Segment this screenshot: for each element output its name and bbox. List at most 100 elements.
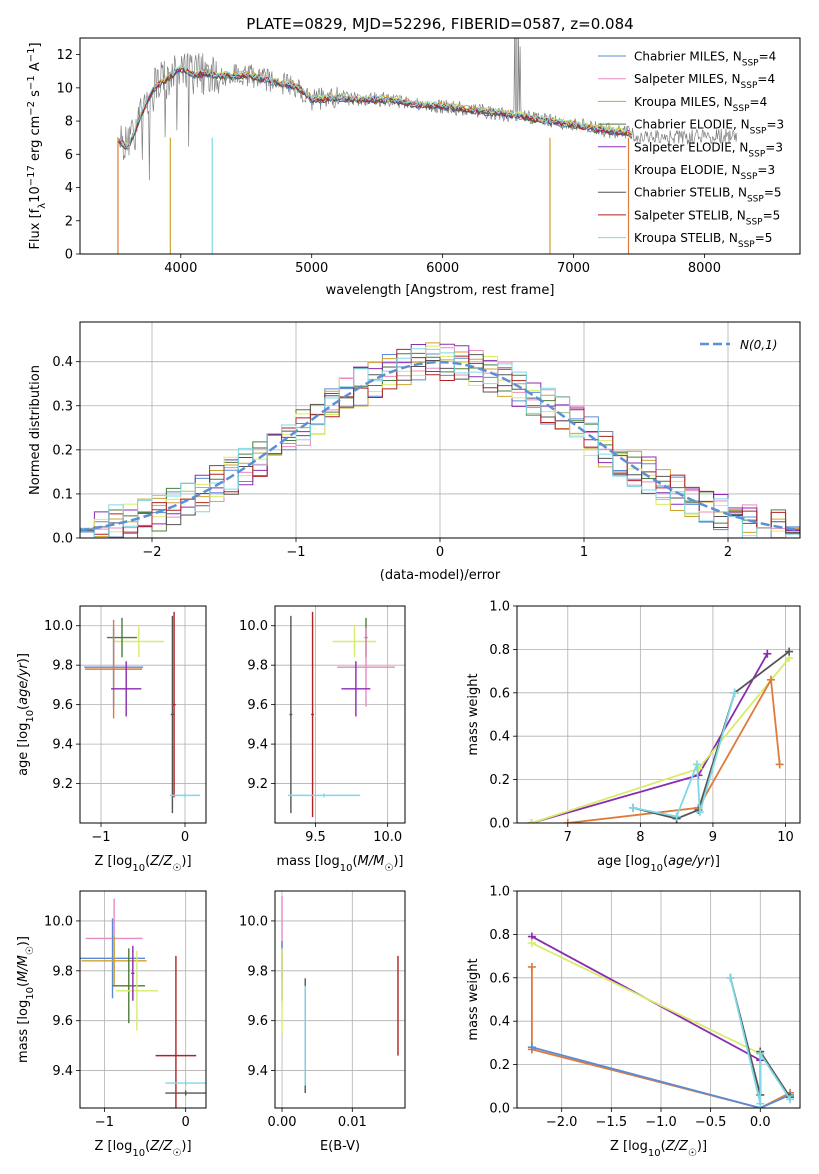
x-tick-label: 8000 bbox=[688, 261, 721, 276]
axes-spectrum: 4000 5000 6000 7000 8000 0 2 4 6 8 10 12 wavelength … bbox=[26, 37, 801, 298]
y-tick-label: 9.2 bbox=[52, 777, 73, 792]
x-tick-label: −1.5 bbox=[596, 1115, 628, 1130]
weight-marker bbox=[730, 688, 739, 697]
y-tick-label: 10.0 bbox=[44, 914, 73, 929]
y-tick-label: 0.6 bbox=[489, 971, 510, 986]
weight-marker bbox=[527, 962, 536, 971]
legend: Chabrier MILES, NSSP=4 Salpeter MILES, NS… bbox=[598, 50, 784, 250]
x-tick-label: 7000 bbox=[557, 261, 590, 276]
x-axis-label: age [log10(age/yr)] bbox=[597, 854, 720, 874]
errorbar-point bbox=[165, 1090, 206, 1096]
weight-marker bbox=[527, 819, 536, 823]
figure-title: PLATE=0829, MJD=52296, FIBERID=0587, z=0… bbox=[246, 15, 633, 33]
y-tick-label: 0.1 bbox=[52, 487, 73, 502]
axes-age_vs_mass: 9.5 10.0 9.2 9.4 9.6 9.8 10.0 mass [log10(M/M☉)… bbox=[239, 605, 406, 874]
x-axis-label: Z [log10(Z/Z☉)] bbox=[610, 1139, 707, 1159]
weight-line bbox=[531, 942, 761, 1055]
errorbar-point bbox=[81, 935, 147, 986]
y-tick-label: 1.0 bbox=[489, 600, 510, 615]
y-tick-label: 0.2 bbox=[489, 773, 510, 788]
legend-label: N(0,1) bbox=[740, 338, 777, 352]
histogram-series bbox=[80, 354, 800, 538]
errorbar-point bbox=[341, 661, 371, 717]
x-tick-label: 9 bbox=[709, 830, 717, 845]
errorbar-point bbox=[288, 793, 361, 798]
weight-marker bbox=[763, 649, 772, 658]
y-tick-label: 9.6 bbox=[247, 698, 268, 713]
x-tick-label: 0.01 bbox=[338, 1115, 367, 1130]
y-axis-label: Flux [fλ10−17 erg cm−2 s−1 A−1] bbox=[26, 42, 48, 249]
weight-marker bbox=[527, 1043, 536, 1052]
y-tick-label: 9.8 bbox=[247, 964, 268, 979]
y-tick-label: 9.6 bbox=[52, 698, 73, 713]
errorbar-point bbox=[169, 793, 201, 798]
errorbar-point bbox=[311, 611, 314, 818]
y-tick-label: 12 bbox=[56, 48, 73, 63]
x-tick-label: 7 bbox=[564, 830, 572, 845]
model-line bbox=[117, 66, 632, 150]
legend: N(0,1) bbox=[700, 338, 777, 352]
axes-frame bbox=[274, 605, 406, 824]
x-tick-label: 6000 bbox=[426, 261, 459, 276]
y-tick-label: 0.6 bbox=[489, 686, 510, 701]
errorbar-point bbox=[112, 948, 146, 1024]
y-tick-label: 10.0 bbox=[44, 619, 73, 634]
legend-label: Kroupa ELODIE, NSSP=3 bbox=[634, 163, 775, 182]
errorbar-point bbox=[85, 619, 143, 719]
y-tick-label: 9.4 bbox=[247, 738, 268, 753]
errorbar-point bbox=[111, 661, 142, 717]
x-tick-label: 10.0 bbox=[373, 830, 402, 845]
y-tick-label: 9.6 bbox=[52, 1014, 73, 1029]
x-tick-label: 10 bbox=[777, 830, 794, 845]
x-tick-label: 1 bbox=[580, 545, 588, 560]
x-axis-label: mass [log10(M/M☉)] bbox=[277, 854, 404, 874]
legend-label: Chabrier STELIB, NSSP=5 bbox=[634, 186, 782, 205]
axes-residuals: −2 −1 0 1 2 0.0 0.1 0.2 0.3 0.4 N(0,1) (data-model)… bbox=[28, 321, 801, 583]
weight-marker bbox=[785, 647, 794, 656]
model-line bbox=[117, 67, 632, 149]
y-tick-label: 0.2 bbox=[489, 1058, 510, 1073]
axes-frame bbox=[79, 890, 207, 1109]
y-tick-label: 6 bbox=[65, 148, 73, 163]
errorbar-point bbox=[131, 945, 135, 1001]
x-tick-label: 8 bbox=[636, 830, 644, 845]
axes-frame bbox=[79, 37, 801, 255]
weight-marker bbox=[766, 675, 775, 684]
y-tick-label: 9.4 bbox=[247, 1064, 268, 1079]
plot-area bbox=[80, 898, 206, 1108]
y-tick-label: 0.0 bbox=[489, 817, 510, 832]
y-tick-label: 0 bbox=[65, 248, 73, 263]
x-axis-label: Z [log10(Z/Z☉)] bbox=[94, 854, 191, 874]
histogram-series bbox=[80, 348, 800, 535]
axes-frame bbox=[516, 605, 801, 824]
x-tick-label: 2 bbox=[724, 545, 732, 560]
errorbar-point bbox=[80, 918, 146, 999]
y-axis-label: mass weight bbox=[466, 673, 481, 755]
x-tick-label: 0 bbox=[181, 830, 189, 845]
legend-label: Kroupa STELIB, NSSP=5 bbox=[634, 231, 772, 250]
y-tick-label: 9.4 bbox=[52, 738, 73, 753]
x-tick-label: 0 bbox=[436, 545, 444, 560]
x-tick-label: 0.0 bbox=[750, 1115, 771, 1130]
weight-marker bbox=[629, 803, 638, 812]
weight-marker bbox=[672, 812, 681, 821]
x-tick-label: 0 bbox=[182, 1115, 190, 1130]
weight-marker bbox=[692, 760, 701, 769]
weight-line bbox=[729, 977, 791, 1104]
weight-line bbox=[632, 650, 790, 820]
x-axis-label: wavelength [Angstrom, rest frame] bbox=[326, 283, 555, 298]
model-line bbox=[117, 66, 632, 149]
axes-frame bbox=[79, 321, 801, 539]
plot-area bbox=[281, 895, 399, 1094]
weight-marker bbox=[695, 808, 704, 817]
axes-mass_vs_ebv: 0.00 0.01 9.4 9.6 9.8 10.0 E(B-V) bbox=[239, 890, 406, 1154]
y-tick-label: 0.8 bbox=[489, 643, 510, 658]
axes-frame bbox=[516, 890, 801, 1109]
x-tick-label: 5000 bbox=[295, 261, 328, 276]
y-tick-label: 10.0 bbox=[239, 619, 268, 634]
weight-marker bbox=[775, 760, 784, 769]
errorbar-point bbox=[172, 611, 176, 798]
legend-label: Salpeter MILES, NSSP=4 bbox=[634, 72, 775, 91]
